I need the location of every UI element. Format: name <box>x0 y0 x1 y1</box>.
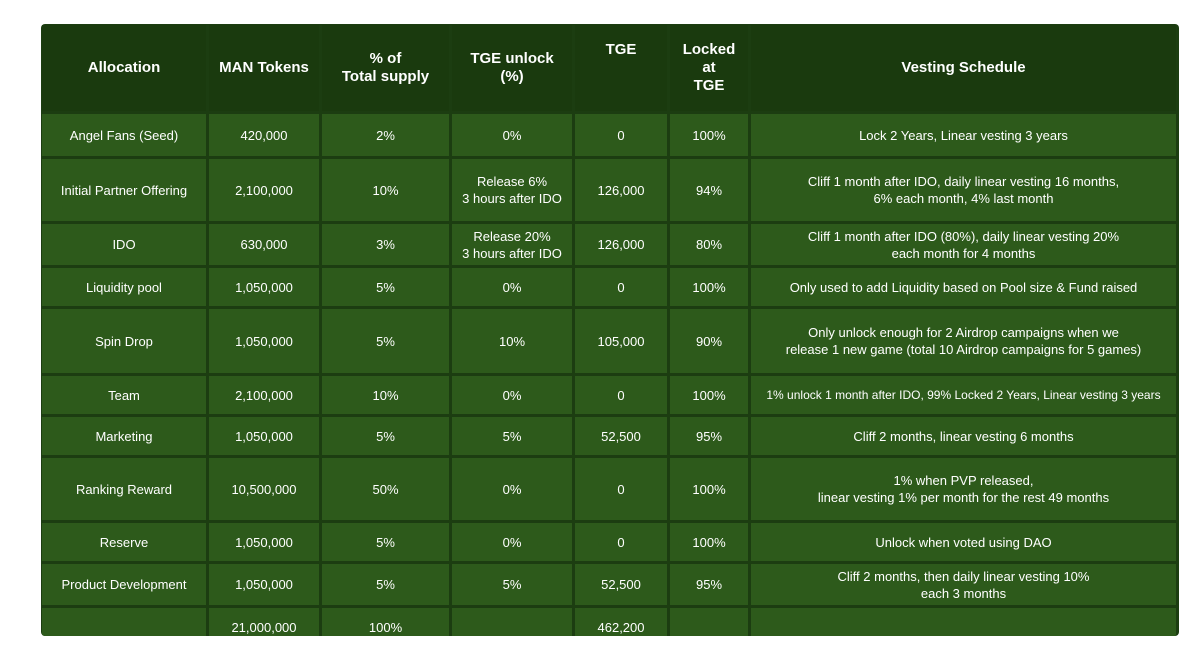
header-allocation: Allocation <box>42 25 206 111</box>
cell-vesting: Cliff 2 months, then daily linear vestin… <box>751 564 1176 605</box>
cell-allocation: Angel Fans (Seed) <box>42 114 206 156</box>
cell-tge: 0 <box>575 376 667 414</box>
cell-vesting: 1% unlock 1 month after IDO, 99% Locked … <box>751 376 1176 414</box>
cell-tokens: 1,050,000 <box>209 564 319 605</box>
cell-tge: 0 <box>575 114 667 156</box>
cell-vesting: Only unlock enough for 2 Airdrop campaig… <box>751 309 1176 373</box>
cell-percent: 2% <box>322 114 449 156</box>
header-tge-unlock: TGE unlock (%) <box>452 25 572 111</box>
table-row: Marketing 1,050,000 5% 5% 52,500 95% Cli… <box>42 417 1176 455</box>
cell-vesting: Lock 2 Years, Linear vesting 3 years <box>751 114 1176 156</box>
cell-allocation: Ranking Reward <box>42 458 206 520</box>
cell-tge-unlock: Release 20% 3 hours after IDO <box>452 224 572 265</box>
table-row: Product Development 1,050,000 5% 5% 52,5… <box>42 564 1176 605</box>
cell-tokens: 1,050,000 <box>209 268 319 306</box>
cell-tge-unlock: 0% <box>452 114 572 156</box>
cell-allocation: Liquidity pool <box>42 268 206 306</box>
cell-locked: 90% <box>670 309 748 373</box>
table-row: Angel Fans (Seed) 420,000 2% 0% 0 100% L… <box>42 114 1176 156</box>
cell-allocation: Spin Drop <box>42 309 206 373</box>
cell-locked: 95% <box>670 564 748 605</box>
cell-tge: 126,000 <box>575 224 667 265</box>
cell-locked: 94% <box>670 159 748 221</box>
cell-tge-unlock: 10% <box>452 309 572 373</box>
cell-locked: 100% <box>670 268 748 306</box>
cell-allocation: Reserve <box>42 523 206 561</box>
cell-tge-unlock: 0% <box>452 268 572 306</box>
total-allocation <box>42 608 206 636</box>
cell-percent: 5% <box>322 523 449 561</box>
cell-percent: 5% <box>322 309 449 373</box>
cell-tge-unlock: 5% <box>452 564 572 605</box>
cell-tge-unlock: 0% <box>452 523 572 561</box>
cell-percent: 10% <box>322 159 449 221</box>
header-vesting-schedule: Vesting Schedule <box>751 25 1176 111</box>
cell-tokens: 1,050,000 <box>209 309 319 373</box>
cell-tge: 105,000 <box>575 309 667 373</box>
table-row: Initial Partner Offering 2,100,000 10% R… <box>42 159 1176 221</box>
cell-tokens: 2,100,000 <box>209 159 319 221</box>
header-man-tokens: MAN Tokens <box>209 25 319 111</box>
cell-tge: 52,500 <box>575 564 667 605</box>
table-row: Ranking Reward 10,500,000 50% 0% 0 100% … <box>42 458 1176 520</box>
cell-allocation: Team <box>42 376 206 414</box>
cell-tokens: 2,100,000 <box>209 376 319 414</box>
table-row: Spin Drop 1,050,000 5% 10% 105,000 90% O… <box>42 309 1176 373</box>
cell-vesting: Unlock when voted using DAO <box>751 523 1176 561</box>
cell-tokens: 630,000 <box>209 224 319 265</box>
cell-tge-unlock: 0% <box>452 376 572 414</box>
cell-percent: 10% <box>322 376 449 414</box>
cell-locked: 80% <box>670 224 748 265</box>
total-locked <box>670 608 748 636</box>
total-tokens: 21,000,000 <box>209 608 319 636</box>
cell-percent: 50% <box>322 458 449 520</box>
header-locked-at-tge: Locked at TGE <box>670 25 748 111</box>
header-percent-total-supply: % of Total supply <box>322 25 449 111</box>
total-vesting <box>751 608 1176 636</box>
cell-tge-unlock: 0% <box>452 458 572 520</box>
cell-tge-unlock: Release 6% 3 hours after IDO <box>452 159 572 221</box>
cell-percent: 5% <box>322 417 449 455</box>
cell-tge: 0 <box>575 268 667 306</box>
total-percent: 100% <box>322 608 449 636</box>
total-tge: 462,200 <box>575 608 667 636</box>
total-row: 21,000,000 100% 462,200 <box>42 608 1176 636</box>
cell-tge-unlock: 5% <box>452 417 572 455</box>
cell-locked: 100% <box>670 114 748 156</box>
cell-allocation: Initial Partner Offering <box>42 159 206 221</box>
table-row: Team 2,100,000 10% 0% 0 100% 1% unlock 1… <box>42 376 1176 414</box>
cell-tokens: 10,500,000 <box>209 458 319 520</box>
header-row: Allocation MAN Tokens % of Total supply … <box>42 25 1176 111</box>
table-row: Liquidity pool 1,050,000 5% 0% 0 100% On… <box>42 268 1176 306</box>
cell-tge: 52,500 <box>575 417 667 455</box>
cell-allocation: IDO <box>42 224 206 265</box>
cell-vesting: Cliff 2 months, linear vesting 6 months <box>751 417 1176 455</box>
cell-tge: 126,000 <box>575 159 667 221</box>
cell-percent: 5% <box>322 564 449 605</box>
cell-vesting: 1% when PVP released, linear vesting 1% … <box>751 458 1176 520</box>
cell-vesting: Only used to add Liquidity based on Pool… <box>751 268 1176 306</box>
cell-tokens: 1,050,000 <box>209 417 319 455</box>
total-tge-unlock <box>452 608 572 636</box>
cell-allocation: Product Development <box>42 564 206 605</box>
token-allocation-table: Allocation MAN Tokens % of Total supply … <box>41 24 1179 636</box>
table-row: Reserve 1,050,000 5% 0% 0 100% Unlock wh… <box>42 523 1176 561</box>
token-allocation-table-container: Allocation MAN Tokens % of Total supply … <box>41 24 1179 636</box>
cell-locked: 100% <box>670 523 748 561</box>
header-tge: TGE <box>575 25 667 111</box>
cell-allocation: Marketing <box>42 417 206 455</box>
cell-percent: 5% <box>322 268 449 306</box>
cell-tokens: 420,000 <box>209 114 319 156</box>
cell-vesting: Cliff 1 month after IDO, daily linear ve… <box>751 159 1176 221</box>
table-row: IDO 630,000 3% Release 20% 3 hours after… <box>42 224 1176 265</box>
cell-percent: 3% <box>322 224 449 265</box>
cell-vesting: Cliff 1 month after IDO (80%), daily lin… <box>751 224 1176 265</box>
cell-locked: 95% <box>670 417 748 455</box>
cell-tge: 0 <box>575 523 667 561</box>
cell-tokens: 1,050,000 <box>209 523 319 561</box>
cell-locked: 100% <box>670 376 748 414</box>
cell-locked: 100% <box>670 458 748 520</box>
cell-tge: 0 <box>575 458 667 520</box>
